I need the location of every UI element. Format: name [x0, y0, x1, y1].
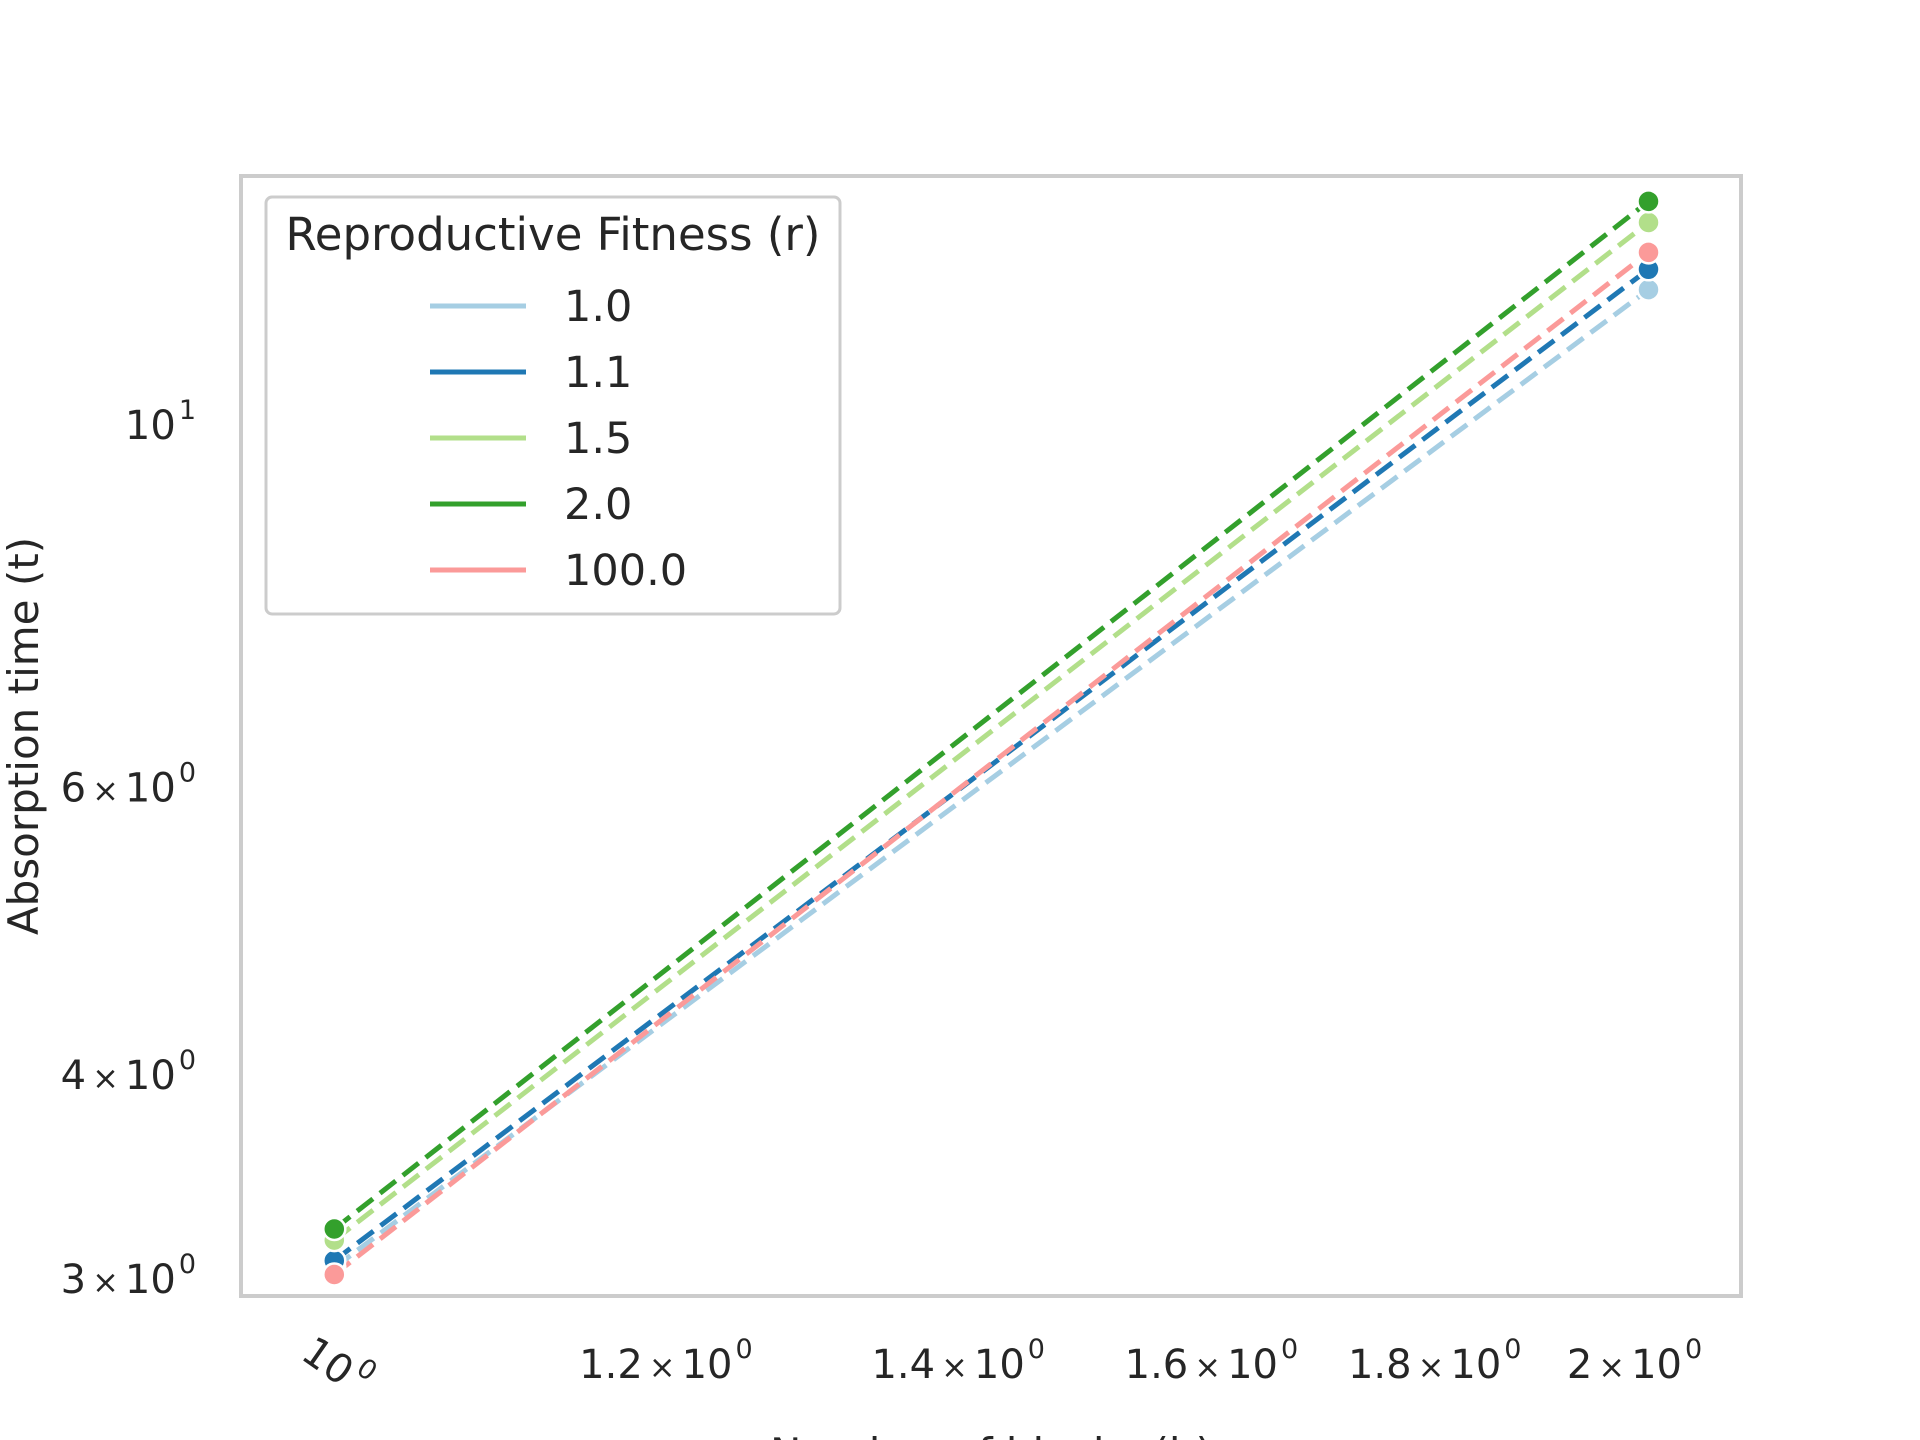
series-line-2	[332, 220, 1651, 1243]
svg-text:2×100: 2 × 10 0	[1567, 1334, 1702, 1388]
legend-title: Reproductive Fitness (r)	[286, 208, 821, 261]
series-line-4	[332, 250, 1651, 1277]
series-point-3-1	[1636, 189, 1661, 214]
y-tick-label-2: 6 × 10 0	[61, 757, 196, 811]
svg-text:100: 100	[293, 1322, 382, 1407]
x-tick-labels: 100 1.2 × 10 0 1.4 × 10 0 1.6 × 10 0 1.8 × 10 0 2 × 10 0	[293, 1322, 1702, 1407]
series-point-3-0	[322, 1216, 347, 1242]
y-tick-label-3: 10 1	[125, 395, 196, 449]
x-tick-label-5: 2 × 10 0	[1567, 1334, 1702, 1388]
legend-item-4: 100.0	[430, 546, 687, 596]
y-tick-label-1: 4 × 10 0	[61, 1045, 196, 1099]
series-line-3	[332, 199, 1651, 1231]
legend-label-1: 1.1	[564, 348, 632, 398]
x-tick-label-4: 1.8 × 10 0	[1348, 1334, 1522, 1388]
legend-item-2: 1.5	[430, 414, 632, 464]
svg-text:1.8×100: 1.8 × 10 0	[1348, 1334, 1522, 1388]
legend-label-0: 1.0	[564, 282, 632, 332]
y-axis-label: Absorption time (t)	[0, 537, 48, 935]
series-points	[322, 189, 1661, 1287]
y-tick-label-0: 3 × 10 0	[61, 1249, 196, 1303]
svg-text:3×100: 3 × 10 0	[61, 1249, 196, 1303]
series-point-2-1	[1636, 210, 1661, 235]
series-point-4-1	[1636, 240, 1661, 265]
series-point-0-1	[1636, 277, 1661, 302]
svg-text:101: 10 1	[125, 395, 196, 449]
svg-text:1.6×100: 1.6 × 10 0	[1125, 1334, 1299, 1388]
svg-text:6×100: 6 × 10 0	[61, 757, 196, 811]
svg-text:1.4×100: 1.4 × 10 0	[871, 1334, 1045, 1388]
legend: Reproductive Fitness (r) 1.0 1.1 1.5 2.0 100…	[264, 195, 842, 616]
legend-items: 1.0 1.1 1.5 2.0 100.0	[430, 282, 687, 596]
legend-item-1: 1.1	[430, 348, 632, 398]
legend-label-3: 2.0	[564, 480, 632, 530]
legend-label-4: 100.0	[564, 546, 687, 596]
series-lines	[332, 199, 1651, 1277]
series-point-4-0	[322, 1262, 347, 1287]
svg-text:1.2×100: 1.2 × 10 0	[579, 1334, 753, 1388]
legend-item-0: 1.0	[430, 282, 632, 332]
legend-box	[264, 195, 842, 616]
x-tick-label-2: 1.4 × 10 0	[871, 1334, 1045, 1388]
x-axis-label: Number of blocks (b)	[770, 1429, 1212, 1440]
x-tick-label-0: 100	[293, 1322, 382, 1407]
legend-label-2: 1.5	[564, 414, 632, 464]
legend-item-3: 2.0	[430, 480, 632, 530]
plot-frame	[239, 174, 1743, 1298]
svg-text:4×100: 4 × 10 0	[61, 1045, 196, 1099]
x-tick-label-3: 1.6 × 10 0	[1125, 1334, 1299, 1388]
x-tick-label-1: 1.2 × 10 0	[579, 1334, 753, 1388]
